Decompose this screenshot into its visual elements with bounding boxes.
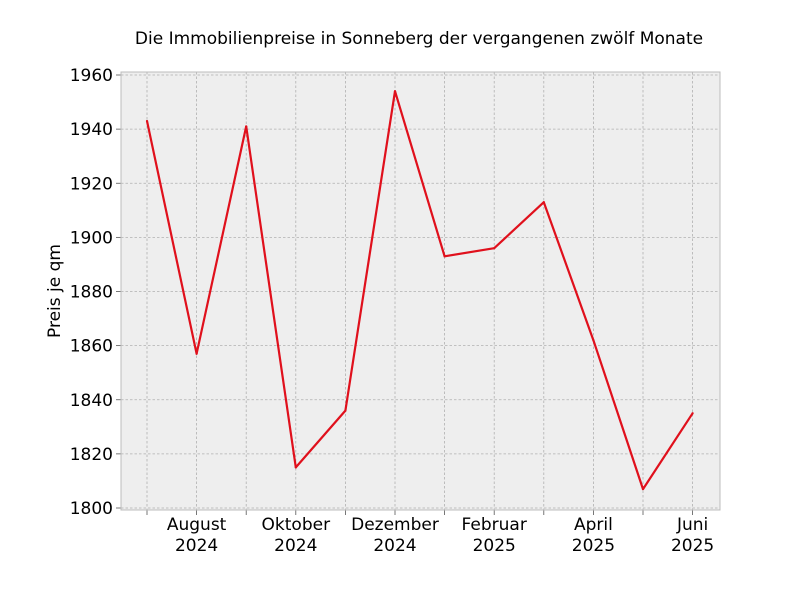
price-line xyxy=(145,90,694,491)
x-tick-label: April xyxy=(574,515,613,535)
chart-title: Die Immobilienpreise in Sonneberg der ve… xyxy=(135,29,703,49)
grid-lines xyxy=(121,72,720,510)
y-tick-label: 1900 xyxy=(70,228,113,248)
data-point xyxy=(542,201,545,204)
data-point xyxy=(344,409,347,412)
data-point xyxy=(641,487,645,491)
x-tick-label: 2024 xyxy=(274,536,317,556)
data-point xyxy=(294,466,297,469)
x-tick-label: 2025 xyxy=(671,536,714,556)
y-axis-label: Preis je qm xyxy=(45,244,65,338)
y-tick-label: 1920 xyxy=(70,174,113,194)
y-tick-label: 1880 xyxy=(70,283,113,303)
y-tick-label: 1860 xyxy=(70,337,113,357)
y-tick-label: 1940 xyxy=(70,120,113,140)
x-axis-ticks: August2024Oktober2024Dezember2024Februar… xyxy=(146,510,714,556)
plot-frame xyxy=(120,71,721,511)
data-point xyxy=(493,247,496,250)
data-point xyxy=(393,90,397,93)
x-tick-label: 2025 xyxy=(572,536,615,556)
y-tick-label: 1960 xyxy=(70,66,113,86)
y-axis-ticks: 1800 1820 1840 1860 1880 1900 1920 1940 1960 xyxy=(70,66,121,519)
data-point xyxy=(245,125,248,128)
data-point xyxy=(145,119,149,123)
data-point xyxy=(691,412,694,415)
data-point xyxy=(195,352,198,355)
y-tick-label: 1800 xyxy=(70,499,113,519)
y-tick-label: 1840 xyxy=(70,391,113,411)
y-tick-label: 1820 xyxy=(70,445,113,465)
x-tick-label: Juni xyxy=(676,515,708,535)
x-tick-label: Oktober xyxy=(262,515,331,535)
x-tick-label: 2024 xyxy=(373,536,416,556)
x-tick-label: Februar xyxy=(462,515,527,535)
x-tick-label: 2024 xyxy=(175,536,218,556)
data-point xyxy=(443,255,446,258)
x-tick-label: 2025 xyxy=(473,536,516,556)
plot-area xyxy=(121,72,720,510)
x-tick-label: August xyxy=(167,515,227,535)
x-tick-label: Dezember xyxy=(351,515,439,535)
data-point xyxy=(592,339,595,342)
